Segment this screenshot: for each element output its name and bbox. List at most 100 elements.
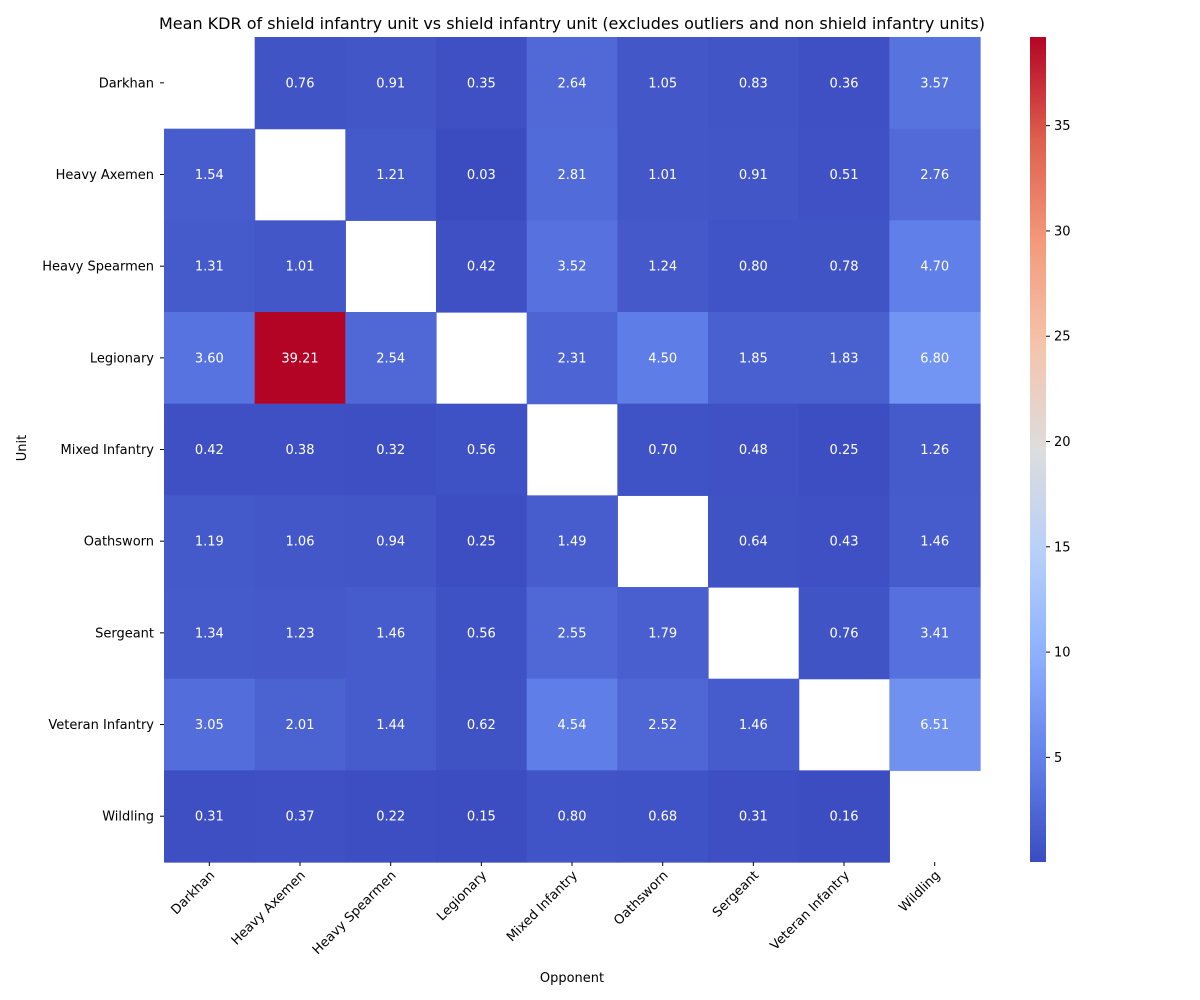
y-axis-ticks: Darkhan Heavy Axemen Heavy Spearmen Legiona… <box>42 76 164 825</box>
heatmap-cell <box>617 220 709 313</box>
heatmap-cell <box>345 403 437 496</box>
cell-value-label: 1.46 <box>739 718 768 733</box>
y-tick-label: Heavy Axemen <box>56 168 154 183</box>
heatmap-cell <box>798 128 890 221</box>
x-tick-label: Heavy Spearmen <box>310 868 400 958</box>
cell-value-label: 3.05 <box>195 718 224 733</box>
cell-value-label: 0.91 <box>376 76 405 91</box>
heatmap-cell <box>889 495 981 588</box>
heatmap-cell <box>526 678 618 771</box>
cell-value-label: 0.56 <box>467 443 496 458</box>
cell-value-label: 2.01 <box>286 718 315 733</box>
heatmap-cell <box>254 312 346 405</box>
heatmap-cell <box>889 128 981 221</box>
heatmap-cell <box>708 495 800 588</box>
heatmap-cell <box>798 312 890 405</box>
colorbar-tick-label: 20 <box>1054 435 1071 450</box>
heatmap-cell <box>436 587 528 680</box>
heatmap-cell <box>164 403 256 496</box>
cell-value-label: 2.52 <box>648 718 677 733</box>
heatmap-cell <box>436 37 528 130</box>
heatmap-cell <box>254 587 346 680</box>
cell-value-label: 1.31 <box>195 260 224 275</box>
cell-value-label: 0.78 <box>830 260 859 275</box>
x-tick-label: Sergeant <box>710 868 762 920</box>
chart-title: Mean KDR of shield infantry unit vs shie… <box>159 14 985 33</box>
y-tick-label: Darkhan <box>99 76 154 91</box>
cell-value-label: 3.60 <box>195 351 224 366</box>
cell-value-label: 0.51 <box>830 168 859 183</box>
x-tick-label: Oathsworn <box>611 868 671 928</box>
heatmap-cell <box>254 678 346 771</box>
y-tick-label: Legionary <box>90 351 154 366</box>
cell-value-label: 1.19 <box>195 535 224 550</box>
y-tick-label: Mixed Infantry <box>61 443 155 458</box>
cell-value-label: 0.15 <box>467 810 496 825</box>
cell-value-label: 0.42 <box>467 260 496 275</box>
heatmap-cell <box>708 128 800 221</box>
cell-value-label: 0.80 <box>558 810 587 825</box>
cell-value-label: 1.85 <box>739 351 768 366</box>
colorbar-tick-label: 35 <box>1054 119 1071 134</box>
cell-value-label: 0.70 <box>648 443 677 458</box>
cell-value-label: 0.80 <box>739 260 768 275</box>
x-axis-label: Opponent <box>540 971 604 986</box>
heatmap-cell <box>436 770 528 863</box>
cell-value-label: 0.03 <box>467 168 496 183</box>
heatmap-cell <box>526 220 618 313</box>
heatmap-cell <box>798 587 890 680</box>
cell-value-label: 1.83 <box>830 351 859 366</box>
cell-value-label: 0.32 <box>376 443 405 458</box>
heatmap-cell <box>164 770 256 863</box>
cell-value-label: 3.41 <box>920 626 949 641</box>
heatmap-cell <box>617 403 709 496</box>
cell-value-label: 2.55 <box>558 626 587 641</box>
cell-value-label: 1.26 <box>920 443 949 458</box>
heatmap-cell <box>436 495 528 588</box>
cell-value-label: 1.21 <box>376 168 405 183</box>
cell-value-label: 0.31 <box>195 810 224 825</box>
cell-value-label: 1.46 <box>376 626 405 641</box>
heatmap-cell <box>526 312 618 405</box>
colorbar-tick-label: 30 <box>1054 224 1071 239</box>
heatmap-cell <box>164 678 256 771</box>
heatmap-cell <box>254 220 346 313</box>
cell-value-label: 1.06 <box>286 535 315 550</box>
x-axis-ticks: Darkhan Heavy Axemen Heavy Spearmen Legiona… <box>168 862 944 958</box>
cell-value-label: 0.38 <box>286 443 315 458</box>
heatmap-cell <box>617 770 709 863</box>
cell-value-label: 2.81 <box>558 168 587 183</box>
x-tick-label: Mixed Infantry <box>504 868 581 945</box>
heatmap-cell <box>526 587 618 680</box>
heatmap-cell <box>708 312 800 405</box>
cell-value-label: 0.68 <box>648 810 677 825</box>
x-tick-label: Wildling <box>896 868 943 915</box>
cell-value-label: 0.64 <box>739 535 768 550</box>
heatmap-cell <box>617 312 709 405</box>
cell-value-label: 0.22 <box>376 810 405 825</box>
cell-value-label: 2.54 <box>376 351 405 366</box>
cell-value-label: 0.76 <box>830 626 859 641</box>
cell-value-label: 4.50 <box>648 351 677 366</box>
heatmap-cell <box>345 312 437 405</box>
heatmap-cell <box>798 403 890 496</box>
cell-value-label: 1.49 <box>558 535 587 550</box>
cell-value-label: 1.01 <box>648 168 677 183</box>
heatmap-cell <box>345 37 437 130</box>
heatmap-cell <box>164 587 256 680</box>
colorbar-tick-label: 5 <box>1054 751 1062 766</box>
heatmap-cell <box>617 678 709 771</box>
cell-value-label: 1.44 <box>376 718 405 733</box>
cell-value-label: 0.37 <box>286 810 315 825</box>
heatmap-cell <box>889 220 981 313</box>
x-tick-label: Legionary <box>434 868 490 924</box>
cell-value-label: 0.35 <box>467 76 496 91</box>
y-tick-label: Wildling <box>102 810 154 825</box>
y-axis-label: Unit <box>15 435 30 461</box>
cell-value-label: 6.80 <box>920 351 949 366</box>
cell-value-label: 2.64 <box>558 76 587 91</box>
cell-value-label: 0.16 <box>830 810 859 825</box>
cell-value-label: 0.25 <box>830 443 859 458</box>
heatmap-cell <box>254 770 346 863</box>
